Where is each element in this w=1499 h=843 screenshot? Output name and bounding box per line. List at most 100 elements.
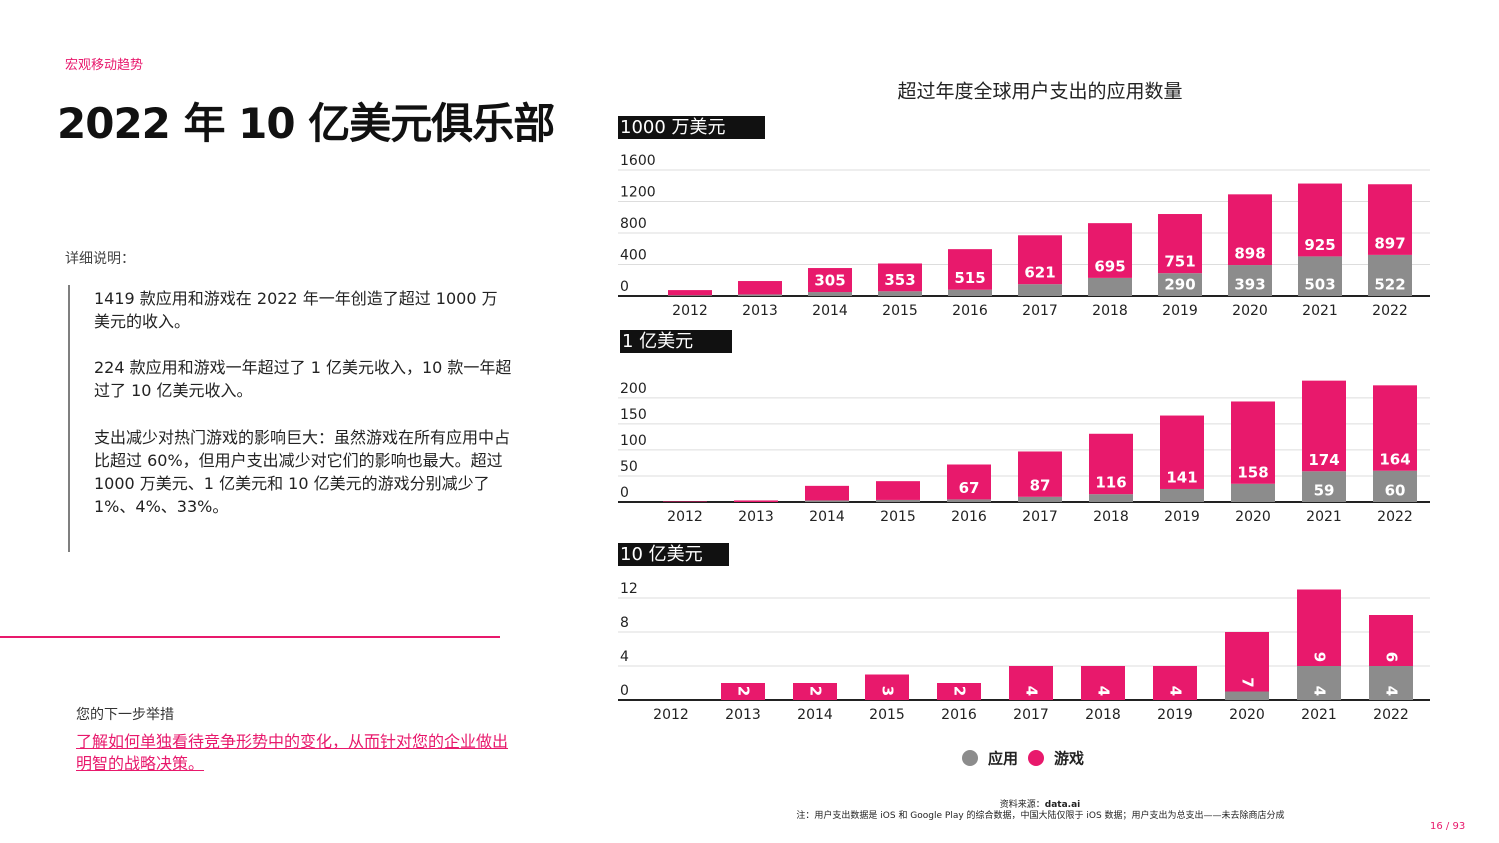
x-tick-label: 2012 [672, 303, 708, 319]
y-tick-label: 0 [620, 279, 629, 295]
bar-segment [1160, 415, 1204, 489]
data-label: 4 [1023, 686, 1041, 696]
paragraph: 224 款应用和游戏一年超过了 1 亿美元收入，10 款一年超过了 10 亿美元… [94, 358, 512, 400]
x-tick-label: 2020 [1232, 303, 1268, 319]
x-tick-label: 2020 [1229, 707, 1265, 723]
x-tick-label: 2016 [941, 707, 977, 723]
bar-segment [1297, 666, 1341, 700]
data-label: 751 [1164, 253, 1195, 271]
x-tick-label: 2015 [882, 303, 918, 319]
bar-segment [1369, 615, 1413, 666]
data-label: 59 [1314, 482, 1335, 500]
bar-segment [668, 290, 712, 296]
bar-segment [947, 499, 991, 502]
y-tick-label: 50 [620, 459, 638, 475]
data-label: 305 [814, 272, 845, 290]
x-tick-label: 2013 [742, 303, 778, 319]
bar-segment [805, 500, 849, 502]
bar-segment [948, 289, 992, 296]
x-tick-label: 2021 [1306, 509, 1342, 525]
data-label: 141 [1166, 468, 1197, 486]
legend-label: 游戏 [1054, 750, 1084, 768]
y-tick-label: 8 [620, 615, 629, 631]
x-tick-label: 2021 [1301, 707, 1337, 723]
bar-segment [1368, 254, 1412, 296]
bar-segment [1089, 433, 1133, 495]
bar-segment [1302, 471, 1346, 502]
bar-segment [1298, 183, 1342, 257]
bar-segment [1158, 273, 1202, 296]
page-number: 16 / 93 [1430, 821, 1466, 832]
bar-segment [1228, 265, 1272, 296]
bar-segment [948, 249, 992, 290]
section: 宏观移动趋势 [65, 58, 144, 73]
bar-segment [865, 674, 909, 700]
bar-segment [1369, 666, 1413, 700]
data-label: 503 [1304, 276, 1335, 294]
unit-label: 1000 万美元 [620, 117, 726, 138]
bar-segment [1298, 256, 1342, 296]
y-tick-label: 1600 [620, 153, 656, 169]
bar-segment [1158, 214, 1202, 274]
x-tick-label: 2014 [797, 707, 833, 723]
bar-segment [1228, 194, 1272, 266]
bar-segment [876, 499, 920, 502]
x-tick-label: 2019 [1164, 509, 1200, 525]
x-tick-label: 2014 [809, 509, 845, 525]
x-tick-label: 2018 [1085, 707, 1121, 723]
data-label: 393 [1234, 276, 1265, 294]
x-tick-label: 2017 [1022, 509, 1058, 525]
bar-segment [878, 263, 922, 292]
data-label: 925 [1304, 236, 1335, 254]
paragraph: 1419 款应用和游戏在 2022 年一年创造了超过 1000 万美元的收入。 [94, 289, 498, 331]
data-label: 2 [951, 686, 969, 696]
bar-segment [876, 481, 920, 500]
data-label: 158 [1237, 463, 1268, 481]
bar-segment [738, 294, 782, 296]
data-label: 515 [954, 269, 985, 287]
data-label: 67 [959, 479, 980, 497]
x-tick-label: 2012 [667, 509, 703, 525]
x-tick-label: 2018 [1093, 509, 1129, 525]
data-label: 164 [1379, 450, 1410, 468]
y-tick-label: 0 [620, 485, 629, 501]
data-label: 2 [807, 686, 825, 696]
x-tick-label: 2017 [1022, 303, 1058, 319]
bar-segment [1160, 488, 1204, 502]
bar-segment [1373, 470, 1417, 502]
y-tick-label: 150 [620, 407, 647, 423]
legend-label: 应用 [988, 750, 1018, 768]
details-label: 详细说明： [65, 251, 135, 267]
bar-segment [808, 292, 852, 296]
data-label: 174 [1308, 451, 1339, 469]
bar-segment [1081, 666, 1125, 700]
unit-box [618, 116, 765, 139]
unit-box [618, 543, 729, 566]
bar-segment [878, 291, 922, 296]
x-tick-label: 2018 [1092, 303, 1128, 319]
bar-segment [1089, 494, 1133, 502]
unit-label: 10 亿美元 [620, 544, 703, 565]
bar-segment [1088, 277, 1132, 296]
bar-segment [1231, 401, 1275, 484]
bar-segment [1153, 666, 1197, 700]
x-tick-label: 2022 [1372, 303, 1408, 319]
unit-label: 1 亿美元 [622, 331, 693, 352]
y-tick-label: 12 [620, 581, 638, 597]
data-label: 522 [1374, 276, 1405, 294]
bar-segment [1018, 284, 1062, 296]
bar-segment [1225, 632, 1269, 692]
data-label: 897 [1374, 234, 1405, 252]
x-tick-label: 2022 [1373, 707, 1409, 723]
bar-segment [663, 501, 707, 502]
source-label: 资料来源： [999, 800, 1045, 810]
source-name: data.ai [1044, 800, 1081, 810]
legend-swatch [962, 750, 978, 766]
bar-segment [1297, 589, 1341, 666]
source: 资料来源：data.ai [780, 797, 1300, 810]
data-label: 898 [1234, 245, 1265, 263]
data-label: 116 [1095, 474, 1126, 492]
next-link[interactable]: 了解如何单独看待竞争形势中的变化，从而针对您的企业做出明智的战略决策。 [76, 732, 509, 773]
data-label: 2 [735, 686, 753, 696]
